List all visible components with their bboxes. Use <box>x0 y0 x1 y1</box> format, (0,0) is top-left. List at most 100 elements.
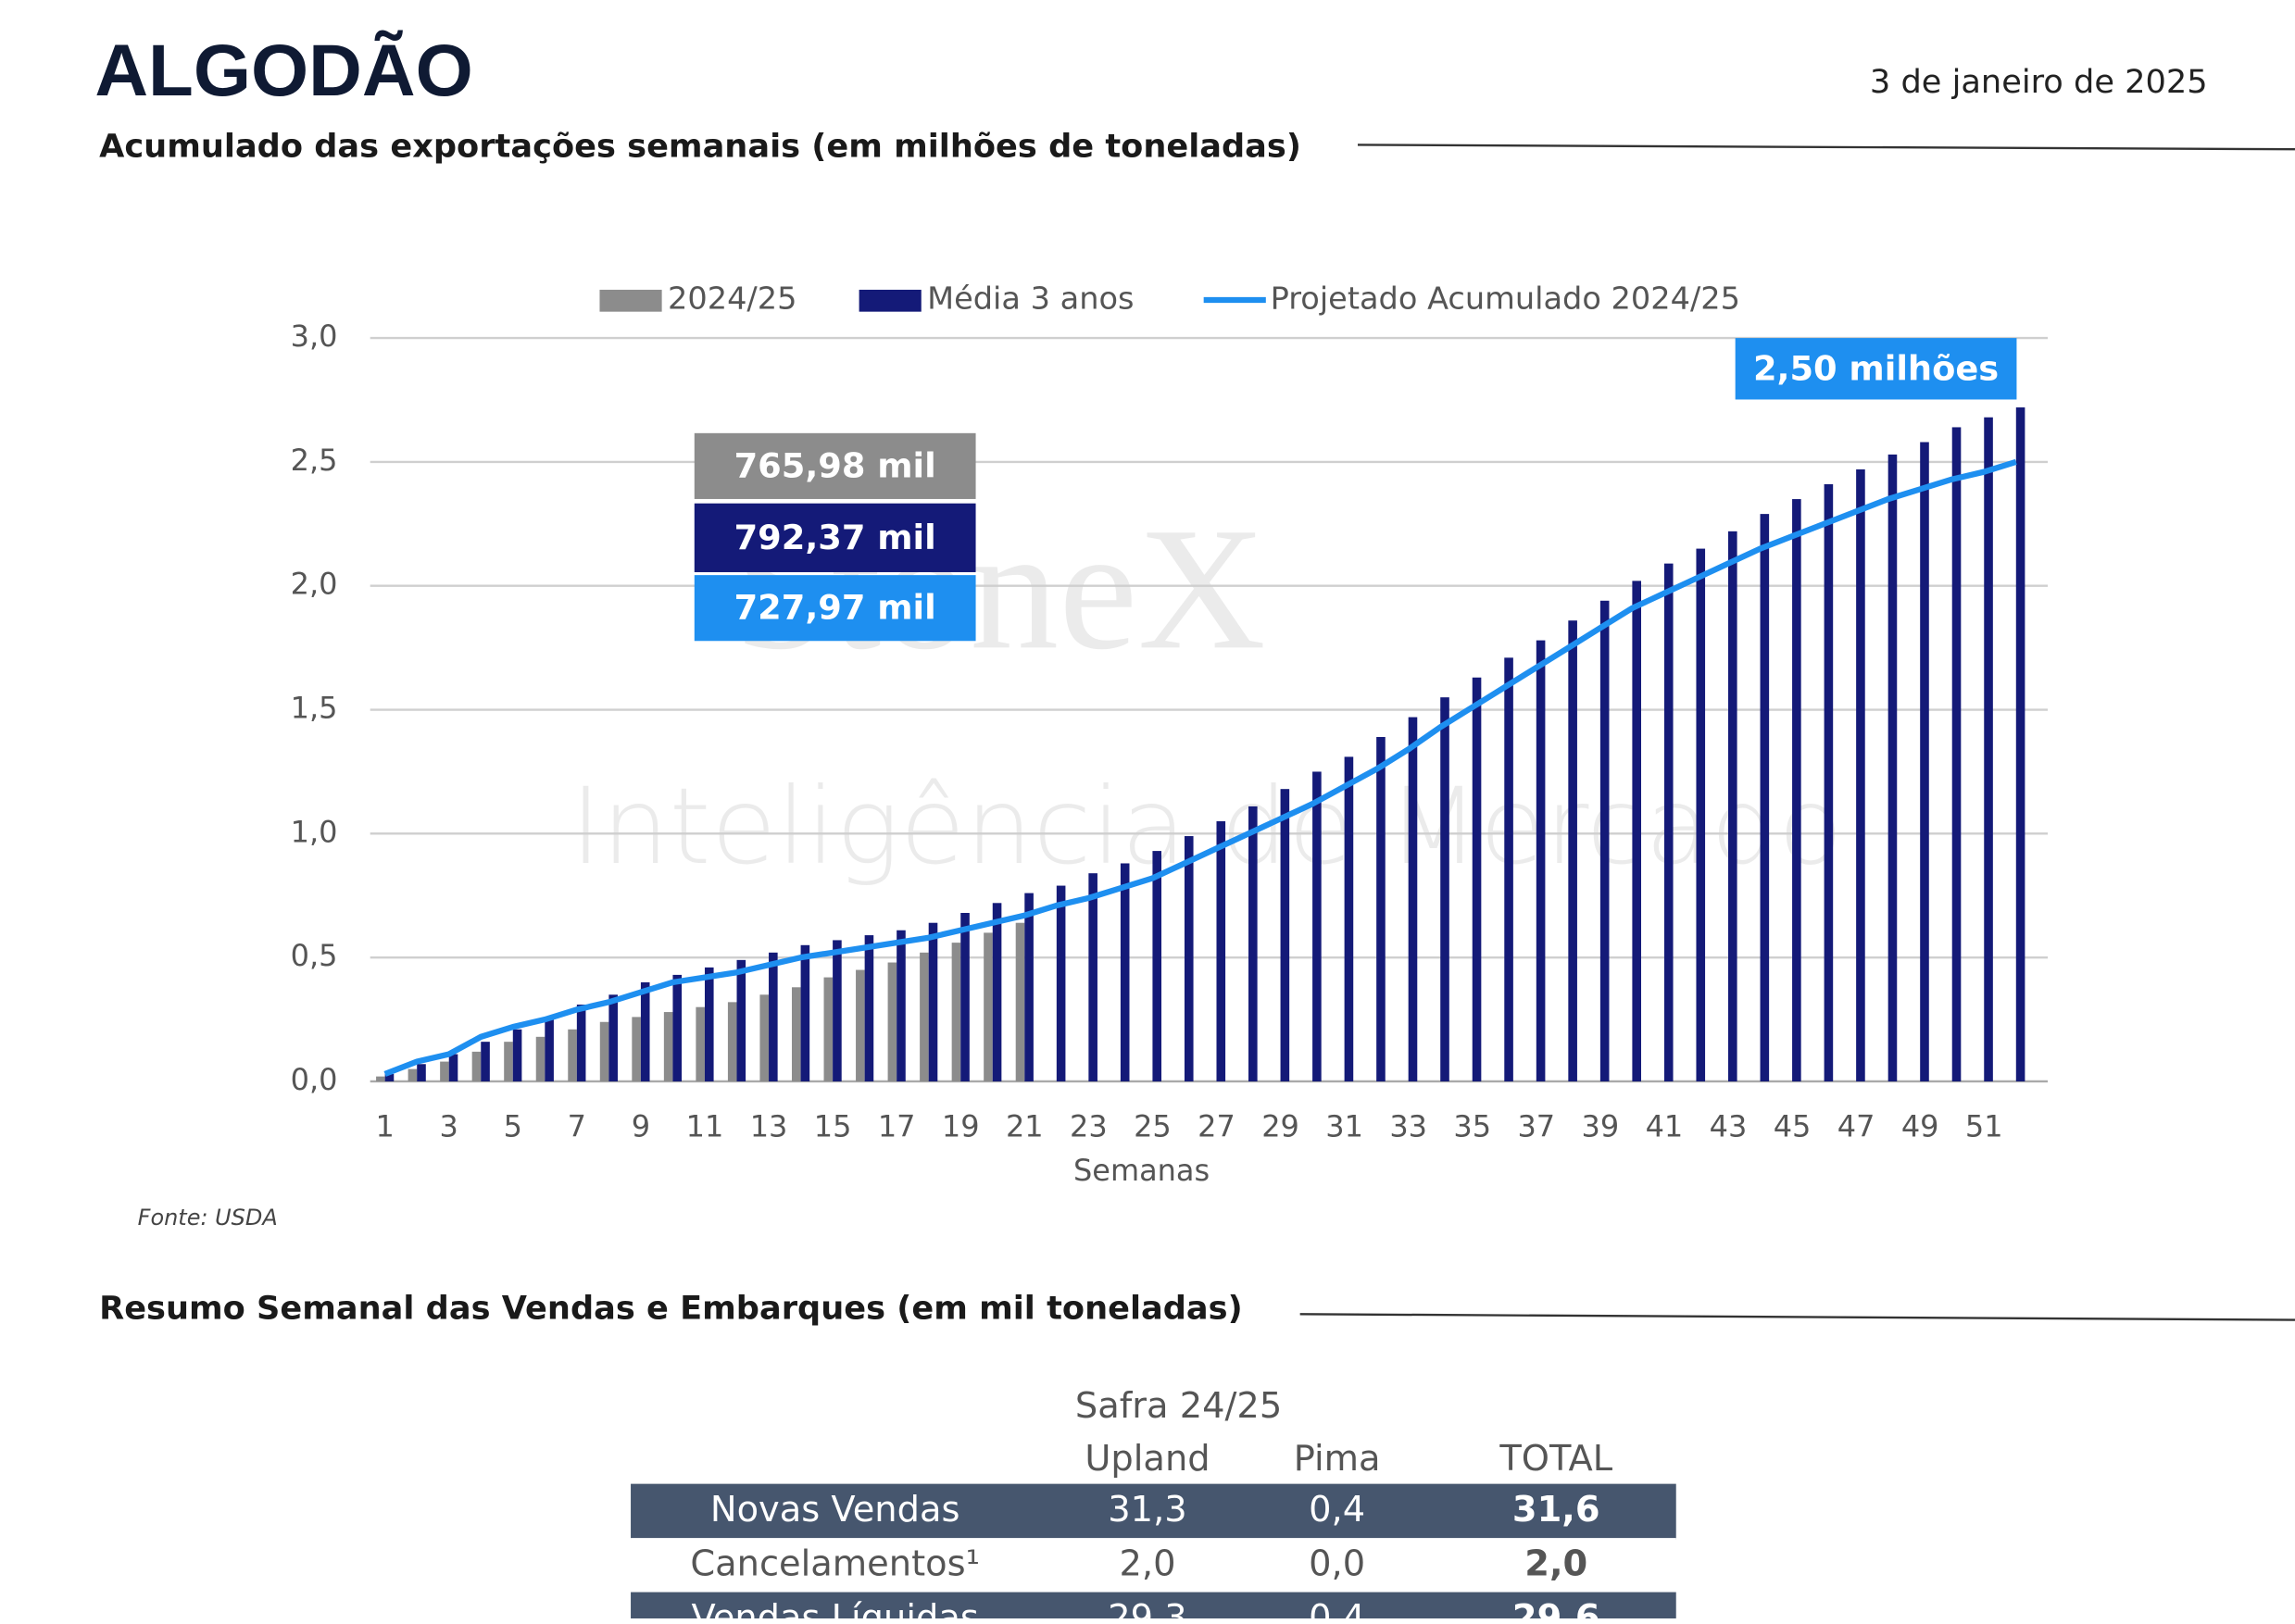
x-tick-label: 19 <box>942 1110 980 1144</box>
x-tick-label: 13 <box>750 1110 788 1144</box>
bar <box>1015 922 1025 1081</box>
bar <box>512 1029 522 1081</box>
bar <box>608 994 618 1081</box>
bar <box>440 1061 449 1081</box>
table-row <box>631 1483 1676 1540</box>
bar <box>1120 863 1130 1081</box>
x-tick-label: 45 <box>1774 1110 1812 1144</box>
table-cell: 2,0 <box>1524 1543 1587 1584</box>
x-tick-label: 9 <box>632 1110 650 1144</box>
bar <box>1632 581 1641 1081</box>
y-tick-label: 0,5 <box>291 939 338 973</box>
x-tick-label: 1 <box>375 1110 394 1144</box>
bar <box>960 913 970 1081</box>
table-caption: Safra 24/25 <box>1075 1385 1282 1426</box>
bar <box>1920 442 1929 1081</box>
bar <box>1696 548 1706 1081</box>
bar <box>672 974 683 1081</box>
column-header: TOTAL <box>1499 1438 1612 1479</box>
bar <box>856 969 865 1081</box>
bar <box>1280 789 1290 1081</box>
row-label: Cancelamentos¹ <box>690 1543 980 1584</box>
x-tick-label: 23 <box>1070 1110 1108 1144</box>
bar <box>448 1054 458 1081</box>
bar <box>1088 873 1097 1081</box>
x-tick-label: 33 <box>1389 1110 1427 1144</box>
bar <box>1728 531 1737 1081</box>
bar <box>576 1005 586 1081</box>
bar <box>992 903 1002 1081</box>
legend-label: Média 3 anos <box>927 281 1134 317</box>
bar <box>640 981 650 1081</box>
x-tick-label: 43 <box>1710 1110 1748 1144</box>
x-tick-label: 35 <box>1453 1110 1491 1144</box>
bar <box>1887 454 1898 1081</box>
x-tick-label: 25 <box>1134 1110 1172 1144</box>
watermark: Inteligência de Mercado <box>571 766 1844 888</box>
legend-label: 2024/25 <box>668 281 796 317</box>
x-tick-label: 17 <box>878 1110 916 1144</box>
bar <box>545 1017 554 1081</box>
bar <box>1984 417 1993 1081</box>
x-tick-label: 49 <box>1901 1110 1939 1144</box>
bar <box>984 932 993 1081</box>
x-tick-label: 37 <box>1517 1110 1555 1144</box>
bar <box>1792 499 1801 1081</box>
bar <box>727 1002 737 1081</box>
bar <box>1824 483 1834 1081</box>
page-date: 3 de janeiro de 2025 <box>1870 64 2208 101</box>
bar <box>384 1073 395 1081</box>
x-tick-label: 11 <box>686 1110 724 1144</box>
line-series <box>383 458 2017 1077</box>
bar <box>408 1068 418 1081</box>
x-tick-label: 3 <box>440 1110 458 1144</box>
section-rule <box>1358 144 2295 151</box>
x-tick-label: 5 <box>504 1110 522 1144</box>
bar <box>800 944 810 1081</box>
y-tick-label: 1,5 <box>291 692 338 726</box>
bar <box>1248 806 1258 1081</box>
annotation-label: 727,97 mil <box>734 588 936 628</box>
x-axis-label: Semanas <box>1073 1154 1210 1188</box>
bar <box>920 952 929 1081</box>
bar <box>1951 427 1962 1081</box>
legend-swatch <box>599 289 662 312</box>
bar <box>471 1051 482 1081</box>
bar <box>1760 514 1770 1081</box>
annotation-label: 2,50 milhões <box>1753 349 1999 389</box>
x-tick-label: 41 <box>1646 1110 1684 1144</box>
bar <box>1312 771 1322 1081</box>
bar <box>769 952 778 1081</box>
bar <box>504 1042 513 1081</box>
table-cell: 31,3 <box>1108 1489 1186 1530</box>
bar <box>535 1036 546 1081</box>
bar <box>897 930 906 1081</box>
bar <box>704 967 714 1081</box>
y-tick-label: 3,0 <box>291 319 338 354</box>
row-label: Novas Vendas <box>710 1489 960 1530</box>
annotation-box <box>694 432 976 499</box>
bar <box>823 977 834 1081</box>
bar <box>928 922 938 1081</box>
section-title: Resumo Semanal das Vendas e Embarques (e… <box>99 1291 1243 1328</box>
table-cell: 0,4 <box>1309 1597 1365 1618</box>
page-title: ALGODÃO <box>94 29 472 110</box>
legend-label: Projetado Acumulado 2024/25 <box>1271 281 1740 317</box>
bar <box>1856 468 1865 1081</box>
bar <box>736 959 746 1081</box>
table-cell: 29,6 <box>1512 1597 1600 1618</box>
bar <box>632 1017 641 1081</box>
annotation-box <box>694 503 976 572</box>
bar <box>1440 697 1449 1081</box>
bar <box>864 935 874 1081</box>
bar <box>1504 657 1513 1081</box>
bar <box>1599 600 1610 1081</box>
x-tick-label: 51 <box>1965 1110 2003 1144</box>
y-tick-label: 2,5 <box>291 443 338 478</box>
x-tick-label: 39 <box>1582 1110 1620 1144</box>
bar <box>1536 640 1546 1081</box>
x-tick-label: 31 <box>1325 1110 1363 1144</box>
table: Safra 24/25 Upland Pima TOTAL Novas Vendas 31… <box>631 1385 1676 1624</box>
column-header: Pima <box>1294 1438 1381 1479</box>
